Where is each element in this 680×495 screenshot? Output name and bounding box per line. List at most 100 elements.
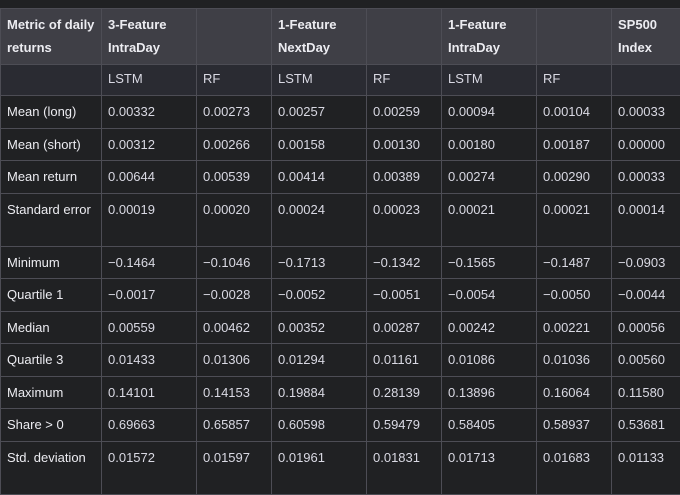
table-cell: 0.00021 [442, 193, 537, 246]
table-cell: 0.59479 [367, 409, 442, 442]
table-cell: −0.0903 [612, 246, 680, 279]
table-cell: 0.01086 [442, 344, 537, 377]
header-group-sp500-index: SP500 Index [612, 9, 680, 65]
table-cell: 0.16064 [537, 376, 612, 409]
table-cell: 0.00000 [612, 128, 680, 161]
returns-table-container: Metric of daily returns 3-Feature IntraD… [0, 8, 680, 495]
table-cell: 0.01433 [102, 344, 197, 377]
table-cell: 0.00290 [537, 161, 612, 194]
table-cell: 0.53681 [612, 409, 680, 442]
table-cell: 0.01597 [197, 441, 272, 494]
table-cell: 0.00274 [442, 161, 537, 194]
row-metric-label: Mean (long) [1, 96, 102, 129]
table-cell: −0.0051 [367, 279, 442, 312]
row-metric-label: Maximum [1, 376, 102, 409]
table-cell: 0.01036 [537, 344, 612, 377]
table-cell: −0.1046 [197, 246, 272, 279]
header-group-empty [537, 9, 612, 65]
model-header-lstm: LSTM [272, 65, 367, 96]
table-cell: 0.01831 [367, 441, 442, 494]
row-metric-label: Minimum [1, 246, 102, 279]
table-cell: −0.1464 [102, 246, 197, 279]
table-cell: 0.01572 [102, 441, 197, 494]
table-cell: 0.01713 [442, 441, 537, 494]
model-header-blank [612, 65, 680, 96]
header-group-3-feature-intraday: 3-Feature IntraDay [102, 9, 197, 65]
table-cell: 0.00312 [102, 128, 197, 161]
table-cell: 0.00033 [612, 96, 680, 129]
table-cell: 0.00021 [537, 193, 612, 246]
table-cell: 0.58405 [442, 409, 537, 442]
table-cell: 0.01294 [272, 344, 367, 377]
table-cell: 0.00462 [197, 311, 272, 344]
table-cell: 0.00104 [537, 96, 612, 129]
table-cell: 0.00130 [367, 128, 442, 161]
table-cell: 0.00056 [612, 311, 680, 344]
model-header-lstm: LSTM [102, 65, 197, 96]
table-cell: 0.69663 [102, 409, 197, 442]
table-cell: 0.11580 [612, 376, 680, 409]
table-cell: 0.60598 [272, 409, 367, 442]
row-metric-label: Mean return [1, 161, 102, 194]
table-cell: 0.65857 [197, 409, 272, 442]
table-cell: 0.00287 [367, 311, 442, 344]
table-cell: 0.00024 [272, 193, 367, 246]
table-cell: 0.00023 [367, 193, 442, 246]
header-metric: Metric of daily returns [1, 9, 102, 65]
row-metric-label: Mean (short) [1, 128, 102, 161]
table-cell: −0.1342 [367, 246, 442, 279]
table-cell: 0.00352 [272, 311, 367, 344]
table-cell: 0.00266 [197, 128, 272, 161]
table-row: Quartile 1−0.0017−0.0028−0.0052−0.0051−0… [1, 279, 680, 312]
table-cell: 0.00094 [442, 96, 537, 129]
daily-returns-table: Metric of daily returns 3-Feature IntraD… [0, 8, 680, 495]
table-cell: 0.01133 [612, 441, 680, 494]
table-cell: −0.0028 [197, 279, 272, 312]
table-cell: 0.19884 [272, 376, 367, 409]
table-cell: 0.14101 [102, 376, 197, 409]
table-cell: −0.0054 [442, 279, 537, 312]
table-row: Minimum−0.1464−0.1046−0.1713−0.1342−0.15… [1, 246, 680, 279]
table-cell: 0.00014 [612, 193, 680, 246]
table-cell: −0.1713 [272, 246, 367, 279]
table-cell: 0.00644 [102, 161, 197, 194]
model-header-blank [1, 65, 102, 96]
table-cell: −0.1565 [442, 246, 537, 279]
model-header-lstm: LSTM [442, 65, 537, 96]
table-cell: 0.01961 [272, 441, 367, 494]
row-metric-label: Std. deviation [1, 441, 102, 494]
table-cell: 0.00332 [102, 96, 197, 129]
header-group-1-feature-nextday: 1-Feature NextDay [272, 9, 367, 65]
row-metric-label: Standard error [1, 193, 102, 246]
table-cell: 0.58937 [537, 409, 612, 442]
table-cell: 0.01161 [367, 344, 442, 377]
table-cell: 0.00019 [102, 193, 197, 246]
table-cell: −0.0044 [612, 279, 680, 312]
model-header-rf: RF [367, 65, 442, 96]
header-group-1-feature-intraday: 1-Feature IntraDay [442, 9, 537, 65]
row-metric-label: Median [1, 311, 102, 344]
table-cell: −0.0050 [537, 279, 612, 312]
table-cell: 0.00539 [197, 161, 272, 194]
table-cell: 0.14153 [197, 376, 272, 409]
table-cell: 0.00259 [367, 96, 442, 129]
table-cell: −0.1487 [537, 246, 612, 279]
table-cell: 0.00560 [612, 344, 680, 377]
table-cell: 0.00020 [197, 193, 272, 246]
table-cell: 0.00158 [272, 128, 367, 161]
table-cell: 0.00389 [367, 161, 442, 194]
model-header-row: LSTM RF LSTM RF LSTM RF [1, 65, 680, 96]
table-cell: −0.0017 [102, 279, 197, 312]
table-cell: 0.13896 [442, 376, 537, 409]
model-header-rf: RF [197, 65, 272, 96]
table-cell: 0.00180 [442, 128, 537, 161]
table-cell: 0.28139 [367, 376, 442, 409]
row-metric-label: Share > 0 [1, 409, 102, 442]
